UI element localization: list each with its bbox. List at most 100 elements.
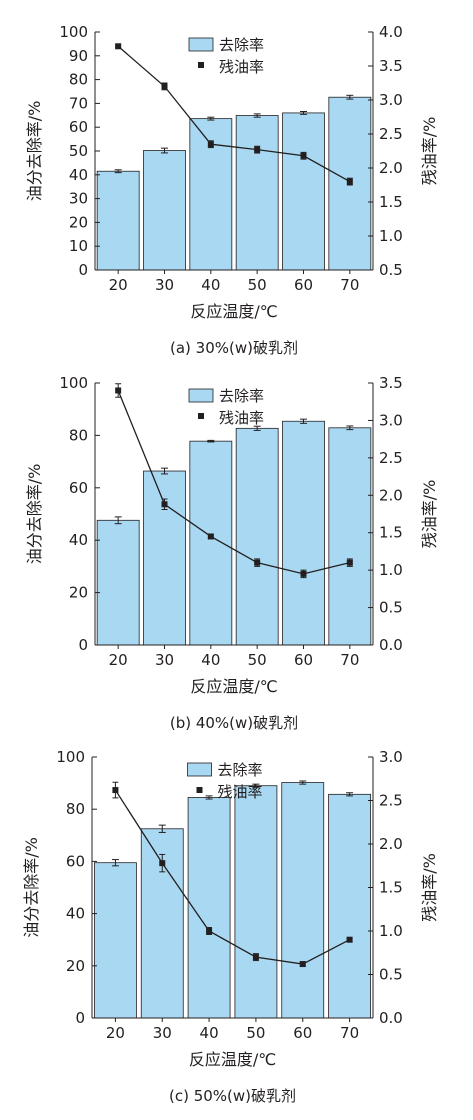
- right-axis-tick-label: 0.0: [379, 636, 403, 654]
- legend-label-removal-rate: 去除率: [219, 36, 264, 54]
- right-axis-tick-label: 2.5: [379, 449, 403, 467]
- left-axis-tick-label: 60: [69, 479, 88, 497]
- bar: [281, 782, 325, 1019]
- bar: [143, 470, 186, 646]
- residual-oil-point: [161, 83, 168, 90]
- right-axis-title: 残油率/%: [420, 117, 439, 186]
- x-axis-tick-label: 40: [201, 276, 220, 294]
- left-axis-title: 油分去除率/%: [22, 837, 41, 938]
- right-axis-tick-label: 2.5: [379, 792, 403, 810]
- chart-panel-b: 0 20 40 60 80 100 0.0 0.5 1.0 1.5 2.0 2.5 3.0 3.5 20 30…: [25, 374, 439, 732]
- x-axis-tick-label: 30: [155, 651, 174, 669]
- legend-label-residual-oil: 残油率: [218, 783, 263, 801]
- x-axis-tick-label: 60: [294, 651, 313, 669]
- panel-caption: (b) 40%(w)破乳剂: [170, 714, 298, 732]
- x-axis-tick-label: 40: [201, 651, 220, 669]
- x-axis-tick-label: 70: [340, 651, 359, 669]
- panel-caption: (a) 30%(w)破乳剂: [170, 339, 298, 357]
- left-axis-tick-label: 40: [69, 166, 88, 184]
- residual-oil-point: [346, 936, 353, 943]
- left-axis-tick-label: 20: [69, 213, 88, 231]
- bar: [94, 862, 137, 1019]
- x-axis-tick-label: 30: [153, 1024, 172, 1042]
- left-axis-tick-label: 60: [69, 118, 88, 136]
- right-axis-tick-label: 4.0: [379, 23, 403, 41]
- right-axis-tick-label: 1.0: [379, 227, 403, 245]
- right-axis-tick-label: 0.0: [379, 1009, 403, 1027]
- legend-point-swatch: [198, 413, 204, 419]
- right-axis-tick-label: 0.5: [379, 261, 403, 279]
- left-axis-tick-label: 100: [59, 374, 88, 392]
- left-axis-title: 油分去除率/%: [25, 464, 44, 565]
- right-axis-tick-label: 1.5: [379, 524, 403, 542]
- left-axis-tick-label: 20: [66, 957, 85, 975]
- residual-oil-point: [300, 570, 307, 577]
- left-axis-tick-label: 70: [69, 94, 88, 112]
- right-axis-tick-label: 1.5: [379, 193, 403, 211]
- bar: [328, 427, 372, 646]
- residual-oil-point: [115, 387, 122, 394]
- left-axis-tick-label: 80: [69, 71, 88, 89]
- legend-label-residual-oil: 残油率: [219, 409, 264, 427]
- residual-oil-point: [206, 928, 213, 934]
- residual-oil-line: [114, 789, 350, 965]
- right-axis-tick-label: 3.0: [379, 411, 403, 429]
- left-axis-tick-label: 50: [69, 142, 88, 160]
- bar: [96, 170, 140, 271]
- x-axis-tick-label: 50: [248, 276, 267, 294]
- left-axis-tick-label: 100: [59, 23, 88, 41]
- legend-bar-swatch: [187, 762, 212, 777]
- left-axis-tick-label: 0: [75, 1009, 85, 1027]
- bar: [235, 115, 279, 271]
- residual-oil-point: [346, 559, 353, 566]
- legend-point-swatch: [196, 787, 203, 793]
- residual-oil-point: [299, 961, 306, 968]
- residual-oil-point: [252, 954, 259, 961]
- left-axis-tick-label: 40: [66, 905, 85, 923]
- left-axis-title: 油分去除率/%: [25, 101, 44, 202]
- chart-panel-a: 0 10 20 30 40 50 60 70 80 90 100 0.5 1.0 1.5 2.0 2.5 3.0…: [25, 23, 439, 357]
- left-axis-tick-label: 60: [66, 852, 85, 870]
- bar: [189, 440, 233, 646]
- x-axis-tick-label: 60: [293, 1024, 312, 1042]
- left-axis-tick-label: 80: [66, 800, 85, 818]
- left-axis-tick-label: 80: [69, 426, 88, 444]
- legend-label-removal-rate: 去除率: [218, 761, 263, 779]
- bar: [187, 797, 231, 1019]
- residual-oil-point: [300, 152, 307, 159]
- x-axis-tick-label: 70: [340, 1024, 359, 1042]
- right-axis-title: 残油率/%: [420, 480, 439, 549]
- legend-label-residual-oil: 残油率: [219, 58, 264, 76]
- residual-oil-point: [207, 533, 214, 540]
- right-axis-tick-label: 0.5: [379, 966, 403, 984]
- legend-point-swatch: [198, 62, 204, 68]
- right-axis-tick-label: 2.0: [379, 159, 403, 177]
- x-axis-tick-label: 50: [246, 1024, 265, 1042]
- residual-oil-point: [254, 559, 261, 566]
- right-axis-title: 残油率/%: [420, 853, 439, 922]
- right-axis-tick-label: 1.0: [379, 561, 403, 579]
- bar: [235, 427, 279, 646]
- x-axis-tick-label: 20: [109, 651, 128, 669]
- right-axis-tick-label: 3.0: [379, 91, 403, 109]
- left-axis-tick-label: 20: [69, 584, 88, 602]
- residual-oil-point: [115, 43, 122, 50]
- legend-bar-swatch: [188, 37, 214, 52]
- residual-oil-point: [159, 860, 166, 867]
- residual-oil-point: [346, 178, 353, 185]
- residual-oil-point: [112, 787, 119, 794]
- x-axis-tick-label: 60: [294, 276, 313, 294]
- right-axis-tick-label: 2.0: [379, 486, 403, 504]
- x-axis-tick-label: 30: [155, 276, 174, 294]
- x-axis-title: 反应温度/℃: [190, 677, 277, 696]
- left-axis-tick-label: 10: [69, 237, 88, 255]
- residual-oil-point: [207, 141, 214, 148]
- bar: [328, 793, 371, 1019]
- x-axis-tick-label: 50: [248, 651, 267, 669]
- left-axis-tick-label: 40: [69, 531, 88, 549]
- left-axis-tick-label: 30: [69, 190, 88, 208]
- residual-oil-point: [254, 146, 261, 153]
- right-axis-tick-label: 2.0: [379, 835, 403, 853]
